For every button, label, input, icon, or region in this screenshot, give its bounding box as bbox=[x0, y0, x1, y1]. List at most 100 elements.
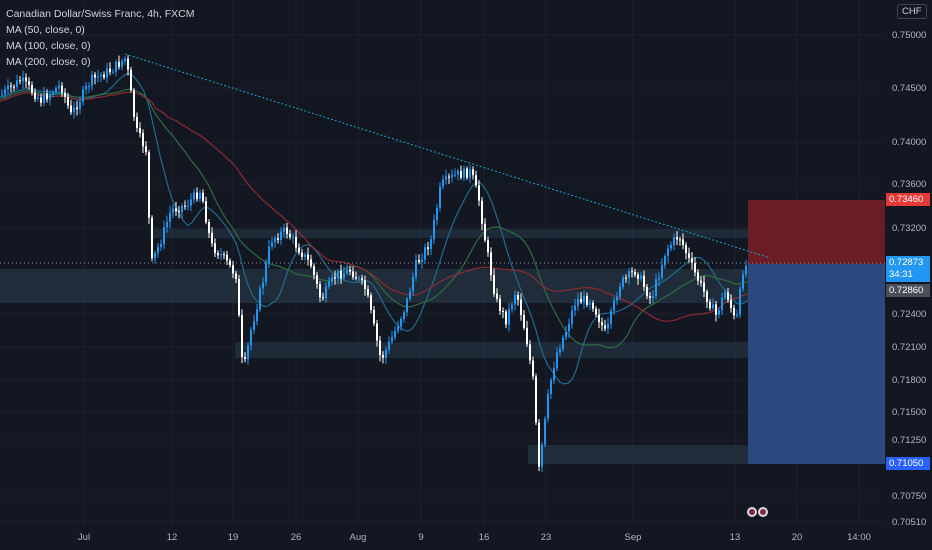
price-tick: 0.74500 bbox=[892, 83, 927, 94]
candle-body bbox=[187, 205, 189, 207]
candle-body bbox=[589, 302, 591, 305]
candle-body bbox=[88, 85, 90, 87]
candle-body bbox=[385, 349, 387, 358]
candle-body bbox=[271, 242, 273, 247]
take-profit-zone[interactable] bbox=[748, 264, 885, 464]
candle-body bbox=[145, 146, 147, 153]
stop-loss-zone[interactable] bbox=[748, 200, 885, 264]
candle-body bbox=[355, 277, 357, 279]
candle-body bbox=[37, 97, 39, 99]
time-tick: Jul bbox=[77, 532, 91, 543]
candle-body bbox=[55, 88, 57, 93]
candle-body bbox=[604, 325, 606, 329]
candle-body bbox=[697, 272, 699, 281]
candle-body bbox=[571, 310, 573, 324]
candle-body bbox=[265, 262, 267, 283]
candle-body bbox=[349, 269, 351, 272]
candle-body bbox=[469, 169, 471, 178]
candle-body bbox=[523, 315, 525, 328]
candle-body bbox=[352, 271, 354, 278]
candle-body bbox=[10, 85, 12, 87]
candle-body bbox=[316, 275, 318, 285]
candle-body bbox=[211, 232, 213, 244]
candle-body bbox=[400, 318, 402, 327]
event-flag-icon[interactable] bbox=[747, 507, 757, 517]
candle-body bbox=[127, 58, 129, 70]
candle-body bbox=[253, 321, 255, 330]
candle-body bbox=[532, 360, 534, 377]
candle-body bbox=[322, 297, 324, 299]
candle-body bbox=[67, 96, 69, 106]
candle-body bbox=[313, 266, 315, 276]
candle-body bbox=[658, 277, 660, 280]
candle-body bbox=[490, 252, 492, 276]
candle-body bbox=[73, 107, 75, 113]
candle-body bbox=[148, 152, 150, 218]
last-price-value: 0.72873 bbox=[889, 257, 924, 268]
economic-events[interactable] bbox=[747, 504, 771, 518]
legend-ma200[interactable]: MA (200, close, 0) bbox=[6, 56, 91, 68]
candle-body bbox=[241, 315, 243, 357]
candle-body bbox=[25, 77, 27, 82]
candle-body bbox=[586, 295, 588, 305]
candle-body bbox=[418, 260, 420, 263]
candle-body bbox=[574, 305, 576, 311]
candle-body bbox=[115, 61, 117, 72]
candle-body bbox=[121, 61, 123, 67]
candle-body bbox=[361, 278, 363, 281]
candle-body bbox=[103, 74, 105, 78]
candle-body bbox=[304, 254, 306, 257]
last-price-tag: 0.72873 34:31 bbox=[886, 256, 930, 282]
candle-body bbox=[157, 246, 159, 254]
candle-body bbox=[370, 295, 372, 310]
candle-body bbox=[163, 227, 165, 245]
candle-body bbox=[40, 97, 42, 103]
legend-ma50[interactable]: MA (50, close, 0) bbox=[6, 24, 85, 36]
candle-body bbox=[91, 74, 93, 86]
candle-body bbox=[685, 245, 687, 254]
candle-body bbox=[58, 85, 60, 89]
candle-body bbox=[43, 93, 45, 103]
legend-symbol[interactable]: Canadian Dollar/Swiss Franc, 4h, FXCM bbox=[6, 8, 195, 20]
candle-body bbox=[655, 279, 657, 296]
candle-body bbox=[433, 220, 435, 240]
price-tick: 0.71800 bbox=[892, 375, 927, 386]
candle-body bbox=[676, 237, 678, 240]
candle-body bbox=[547, 393, 549, 419]
candle-body bbox=[511, 304, 513, 310]
candle-body bbox=[616, 296, 618, 301]
trendline[interactable] bbox=[124, 53, 771, 259]
candle-body bbox=[481, 200, 483, 224]
candle-body bbox=[190, 199, 192, 206]
entry-price-tag: 0.72860 bbox=[886, 284, 930, 297]
currency-button[interactable]: CHF bbox=[897, 4, 927, 19]
time-tick: Aug bbox=[349, 532, 367, 543]
candle-body bbox=[94, 74, 96, 78]
candle-body bbox=[34, 92, 36, 99]
candle-body bbox=[643, 275, 645, 287]
candle-body bbox=[556, 352, 558, 369]
candle-body bbox=[388, 341, 390, 350]
candle-body bbox=[391, 337, 393, 342]
ma50-line bbox=[0, 72, 749, 385]
candle-body bbox=[160, 244, 162, 247]
candle-body bbox=[679, 239, 681, 241]
moving-averages bbox=[0, 72, 749, 385]
price-chart[interactable] bbox=[0, 0, 885, 525]
candle-body bbox=[61, 85, 63, 93]
candle-body bbox=[295, 236, 297, 248]
candle-body bbox=[736, 314, 738, 316]
time-axis[interactable] bbox=[0, 525, 885, 550]
candle-body bbox=[673, 237, 675, 245]
candle-body bbox=[31, 84, 33, 93]
event-flag-icon[interactable] bbox=[758, 507, 768, 517]
candle-body bbox=[343, 273, 345, 279]
legend-ma100[interactable]: MA (100, close, 0) bbox=[6, 40, 91, 52]
candle-body bbox=[247, 345, 249, 360]
candle-body bbox=[454, 174, 456, 176]
price-tick: 0.73200 bbox=[892, 223, 927, 234]
candle-body bbox=[508, 309, 510, 325]
candle-body bbox=[382, 354, 384, 358]
candle-body bbox=[139, 128, 141, 134]
candle-body bbox=[478, 185, 480, 201]
